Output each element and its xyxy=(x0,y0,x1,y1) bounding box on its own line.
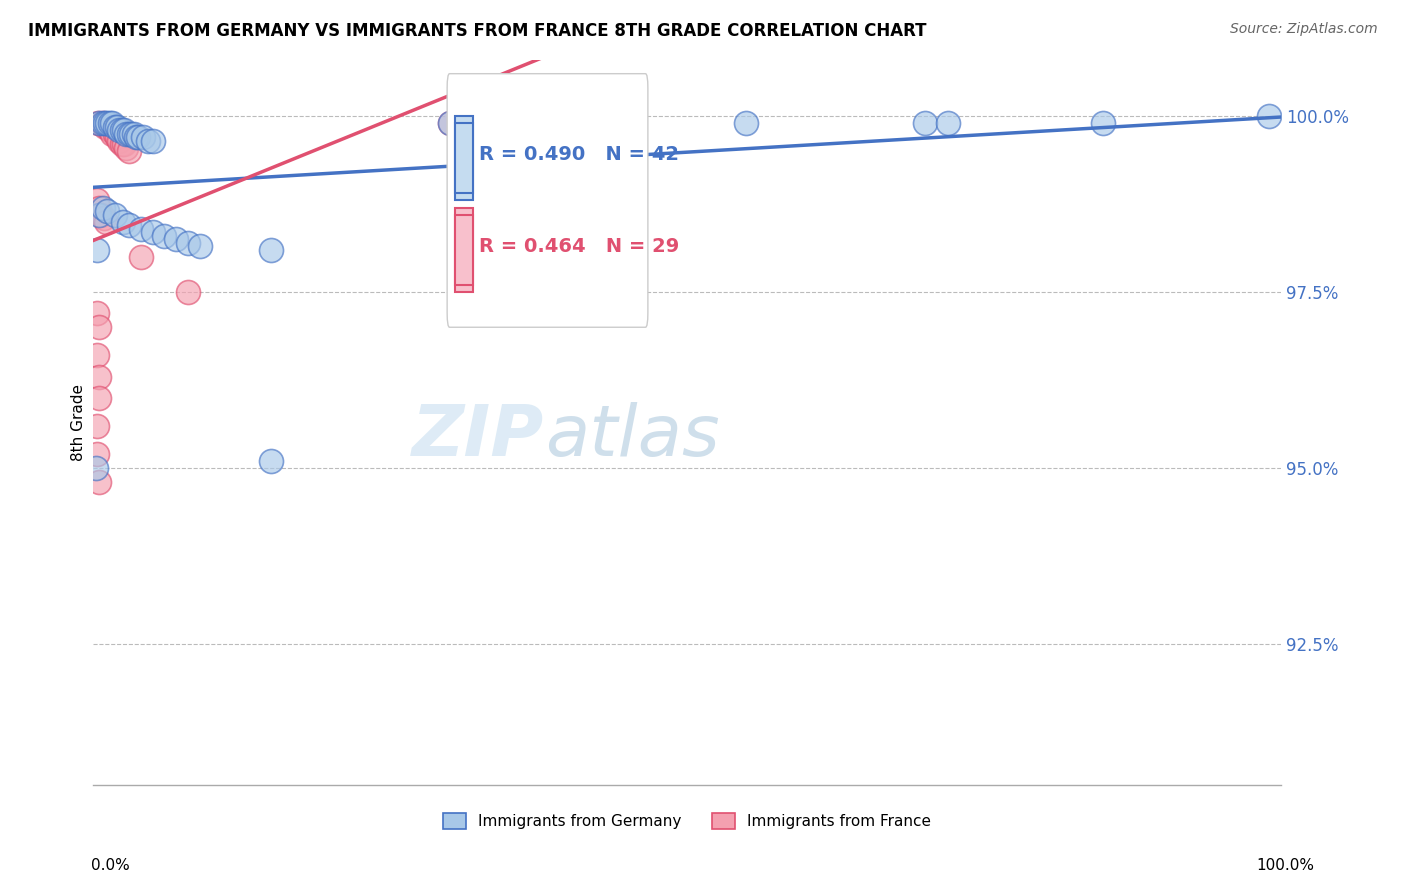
Point xyxy=(108,123,131,137)
FancyBboxPatch shape xyxy=(447,74,648,327)
Point xyxy=(89,391,111,405)
Point xyxy=(129,250,152,264)
Point xyxy=(87,116,110,130)
Point xyxy=(91,116,114,130)
Point xyxy=(86,348,108,362)
Point xyxy=(914,116,936,130)
Point xyxy=(89,208,111,222)
Point xyxy=(111,137,134,152)
Bar xyxy=(456,123,474,194)
Point xyxy=(177,235,200,250)
Point xyxy=(1091,116,1114,130)
Point xyxy=(103,127,125,141)
Point xyxy=(86,306,108,320)
Point xyxy=(86,194,108,208)
Point xyxy=(112,123,135,137)
Point xyxy=(132,130,155,145)
Point xyxy=(84,461,107,475)
Point xyxy=(94,120,117,134)
Legend: Immigrants from Germany, Immigrants from France: Immigrants from Germany, Immigrants from… xyxy=(437,807,938,836)
Point xyxy=(86,447,108,461)
Point xyxy=(91,116,114,130)
Point xyxy=(115,127,138,141)
Point xyxy=(89,369,111,384)
Point xyxy=(96,214,118,228)
Point xyxy=(1258,109,1281,123)
Point xyxy=(90,208,112,222)
Point xyxy=(120,127,142,141)
Point xyxy=(112,137,135,152)
Text: 0.0%: 0.0% xyxy=(91,858,131,872)
Point xyxy=(93,211,115,225)
Point xyxy=(96,204,118,219)
Point xyxy=(735,116,758,130)
Text: Source: ZipAtlas.com: Source: ZipAtlas.com xyxy=(1230,22,1378,37)
Point xyxy=(94,116,117,130)
Bar xyxy=(456,116,474,201)
Point xyxy=(938,116,960,130)
Point xyxy=(105,130,128,145)
Point xyxy=(89,320,111,334)
Text: R = 0.490   N = 42: R = 0.490 N = 42 xyxy=(479,145,679,164)
Text: R = 0.464   N = 29: R = 0.464 N = 29 xyxy=(479,236,679,256)
Point xyxy=(153,228,176,243)
Y-axis label: 8th Grade: 8th Grade xyxy=(72,384,86,461)
Text: IMMIGRANTS FROM GERMANY VS IMMIGRANTS FROM FRANCE 8TH GRADE CORRELATION CHART: IMMIGRANTS FROM GERMANY VS IMMIGRANTS FR… xyxy=(28,22,927,40)
Point xyxy=(165,232,187,246)
Point xyxy=(125,130,148,145)
Point xyxy=(105,120,128,134)
Point xyxy=(122,127,145,141)
Point xyxy=(118,144,141,158)
Point xyxy=(86,243,108,257)
Point xyxy=(101,116,124,130)
Point xyxy=(260,243,283,257)
Point xyxy=(439,116,461,130)
Text: atlas: atlas xyxy=(544,402,718,471)
Bar xyxy=(456,208,474,292)
Point xyxy=(129,221,152,235)
Text: 100.0%: 100.0% xyxy=(1257,858,1315,872)
Point xyxy=(115,141,138,155)
Point xyxy=(188,239,211,253)
Point xyxy=(439,116,461,130)
Text: ZIP: ZIP xyxy=(412,402,544,471)
Point xyxy=(89,475,111,490)
Point xyxy=(89,116,111,130)
Point xyxy=(98,116,121,130)
Point xyxy=(111,214,134,228)
Point xyxy=(103,120,125,134)
Point xyxy=(118,218,141,232)
Point xyxy=(177,285,200,299)
Bar xyxy=(456,215,474,285)
Point xyxy=(260,454,283,468)
Point xyxy=(101,127,124,141)
Point xyxy=(142,134,165,148)
Point xyxy=(89,201,111,215)
Point xyxy=(91,201,114,215)
Point xyxy=(108,134,131,148)
Point xyxy=(98,123,121,137)
Point xyxy=(136,134,159,148)
Point xyxy=(118,127,141,141)
Point xyxy=(111,123,134,137)
Point xyxy=(96,120,118,134)
Point xyxy=(142,225,165,239)
Point xyxy=(127,130,149,145)
Point xyxy=(103,208,125,222)
Point xyxy=(86,418,108,433)
Point xyxy=(96,116,118,130)
